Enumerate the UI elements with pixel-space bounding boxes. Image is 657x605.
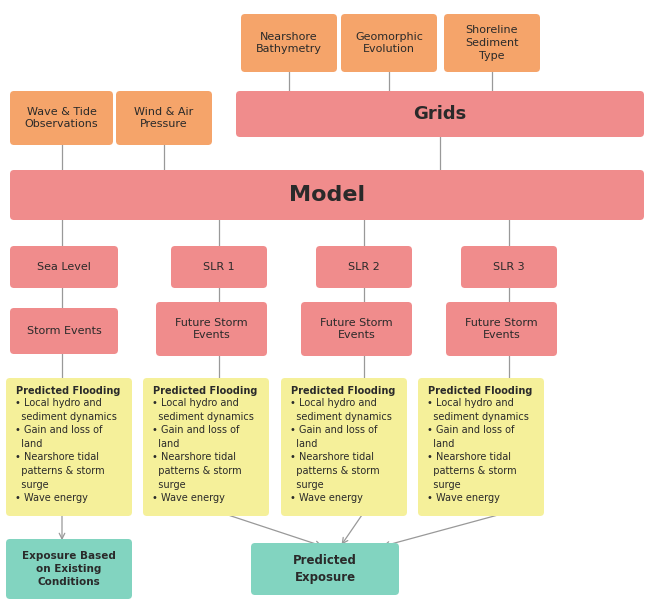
FancyBboxPatch shape xyxy=(301,302,412,356)
FancyBboxPatch shape xyxy=(10,170,644,220)
Text: Sea Level: Sea Level xyxy=(37,262,91,272)
Text: Model: Model xyxy=(289,185,365,205)
Text: Wave & Tide
Observations: Wave & Tide Observations xyxy=(25,106,99,129)
FancyBboxPatch shape xyxy=(6,539,132,599)
Text: SLR 1: SLR 1 xyxy=(203,262,235,272)
Text: Future Storm
Events: Future Storm Events xyxy=(320,318,393,341)
Text: Predicted Flooding: Predicted Flooding xyxy=(16,386,120,396)
FancyBboxPatch shape xyxy=(444,14,540,72)
Text: • Local hydro and
  sediment dynamics
• Gain and loss of
  land
• Nearshore tida: • Local hydro and sediment dynamics • Ga… xyxy=(15,398,117,503)
Text: Storm Events: Storm Events xyxy=(27,326,101,336)
FancyBboxPatch shape xyxy=(241,14,337,72)
Text: • Local hydro and
  sediment dynamics
• Gain and loss of
  land
• Nearshore tida: • Local hydro and sediment dynamics • Ga… xyxy=(290,398,392,503)
Text: SLR 2: SLR 2 xyxy=(348,262,380,272)
FancyBboxPatch shape xyxy=(236,91,644,137)
FancyBboxPatch shape xyxy=(251,543,399,595)
Text: • Local hydro and
  sediment dynamics
• Gain and loss of
  land
• Nearshore tida: • Local hydro and sediment dynamics • Ga… xyxy=(152,398,254,503)
Text: Shoreline
Sediment
Type: Shoreline Sediment Type xyxy=(465,25,519,60)
Text: Predicted
Exposure: Predicted Exposure xyxy=(293,554,357,584)
FancyBboxPatch shape xyxy=(156,302,267,356)
FancyBboxPatch shape xyxy=(6,378,132,516)
Text: Wind & Air
Pressure: Wind & Air Pressure xyxy=(135,106,194,129)
FancyBboxPatch shape xyxy=(116,91,212,145)
Text: Future Storm
Events: Future Storm Events xyxy=(175,318,248,341)
FancyBboxPatch shape xyxy=(171,246,267,288)
Text: Future Storm
Events: Future Storm Events xyxy=(465,318,538,341)
Text: Predicted Flooding: Predicted Flooding xyxy=(153,386,258,396)
FancyBboxPatch shape xyxy=(461,246,557,288)
Text: • Local hydro and
  sediment dynamics
• Gain and loss of
  land
• Nearshore tida: • Local hydro and sediment dynamics • Ga… xyxy=(427,398,529,503)
FancyBboxPatch shape xyxy=(446,302,557,356)
FancyBboxPatch shape xyxy=(10,308,118,354)
Text: Geomorphic
Evolution: Geomorphic Evolution xyxy=(355,31,423,54)
FancyBboxPatch shape xyxy=(281,378,407,516)
Text: Predicted Flooding: Predicted Flooding xyxy=(428,386,532,396)
FancyBboxPatch shape xyxy=(418,378,544,516)
Text: Nearshore
Bathymetry: Nearshore Bathymetry xyxy=(256,31,322,54)
Text: Grids: Grids xyxy=(413,105,466,123)
FancyBboxPatch shape xyxy=(10,91,113,145)
FancyBboxPatch shape xyxy=(10,246,118,288)
Text: Predicted Flooding: Predicted Flooding xyxy=(291,386,396,396)
FancyBboxPatch shape xyxy=(341,14,437,72)
FancyBboxPatch shape xyxy=(143,378,269,516)
FancyBboxPatch shape xyxy=(316,246,412,288)
Text: Exposure Based
on Existing
Conditions: Exposure Based on Existing Conditions xyxy=(22,551,116,587)
Text: SLR 3: SLR 3 xyxy=(493,262,525,272)
